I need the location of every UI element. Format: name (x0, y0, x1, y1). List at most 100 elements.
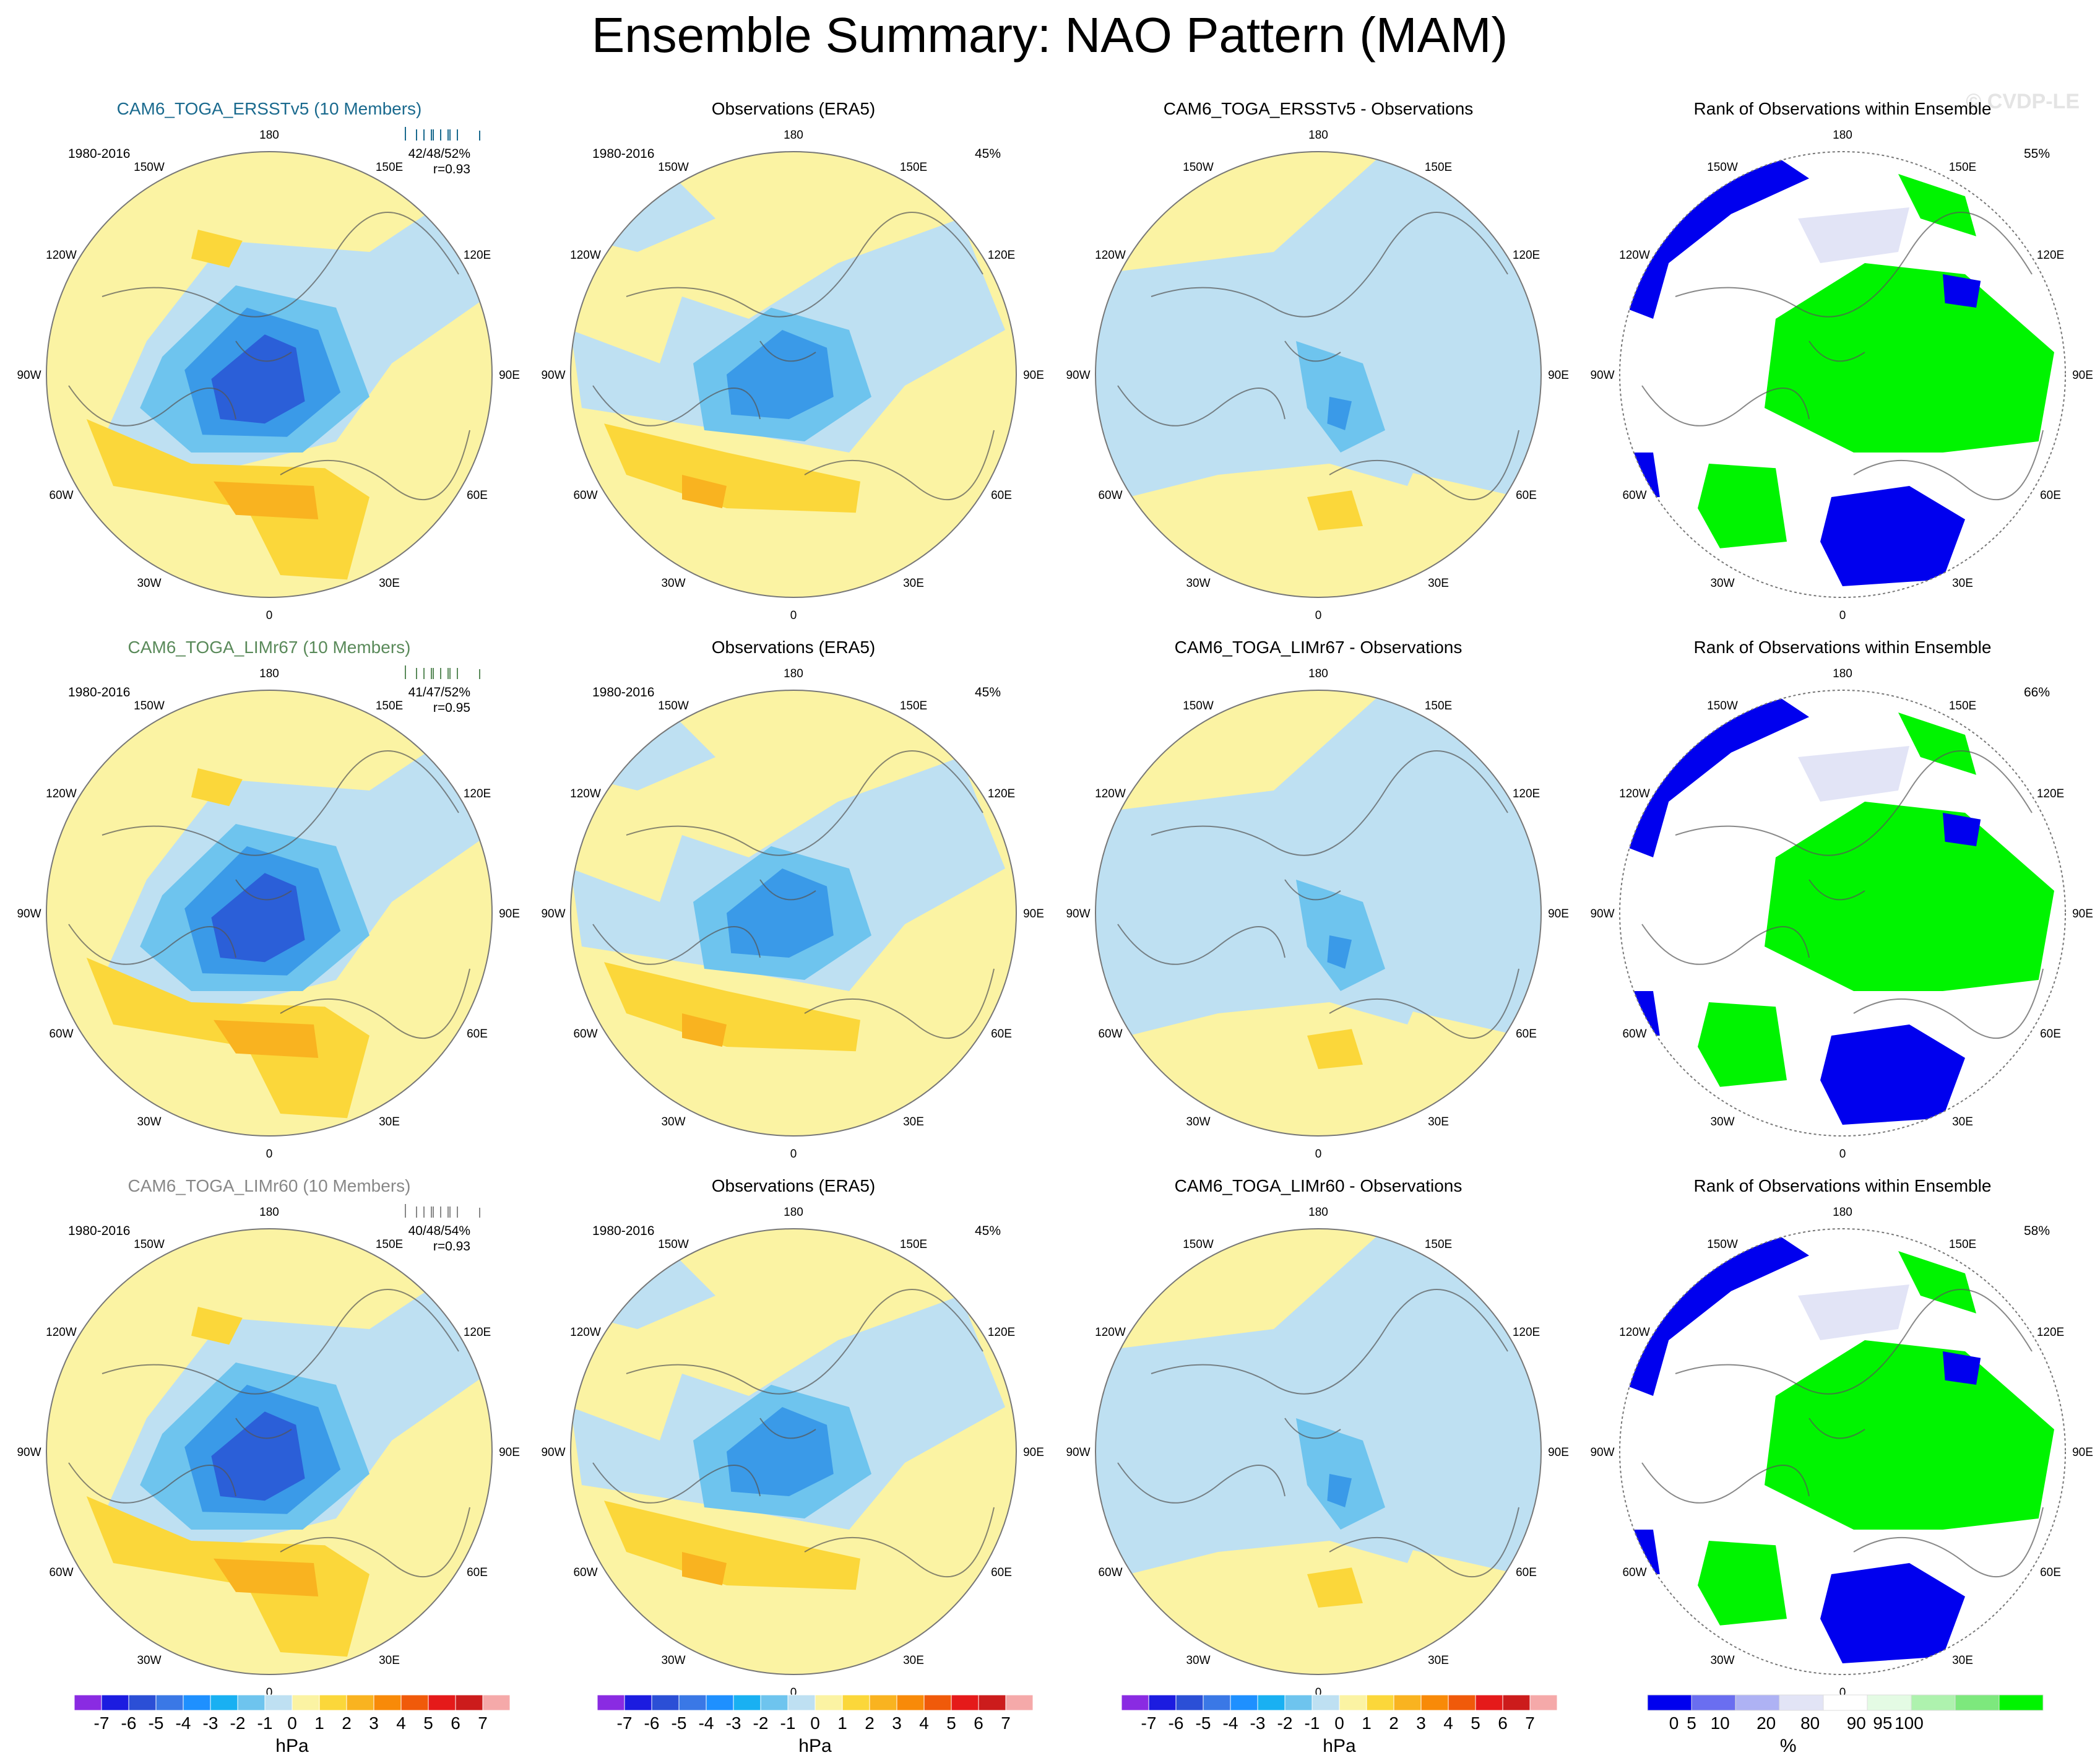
colorbar-swatch (1779, 1694, 1824, 1711)
longitude-label: 90W (1590, 369, 1614, 382)
coastline-greenland (1808, 1418, 1865, 1439)
colorbar-swatch (1529, 1694, 1558, 1711)
map-outline (46, 690, 493, 1137)
longitude-label: 90W (541, 369, 565, 382)
longitude-label: 90E (2072, 1446, 2093, 1459)
colorbar-swatch (1502, 1694, 1531, 1711)
coastlines (1641, 1289, 2044, 1578)
panel-title: CAM6_TOGA_ERSSTv5 - Observations (1164, 99, 1474, 118)
anomaly-contour-2 (1798, 207, 1909, 263)
colorbar-tick-label: 2 (342, 1713, 352, 1733)
rank-colorbar: 0 5 10 20 80 90 95 100% (1647, 1694, 2044, 1756)
longitude-label: 60E (467, 489, 488, 502)
coastline-north (1151, 212, 1508, 318)
colorbar-tick-label: -5 (1196, 1713, 1211, 1733)
colorbar-swatch (760, 1694, 789, 1711)
longitude-label: 120E (1513, 249, 1540, 262)
map-panel-diff-row3: 180 150E 120E 90E 60E 30E 0 30W 60W 90W 120W 150W CA… (1066, 1176, 1568, 1699)
anomaly-contour-6 (682, 1552, 727, 1585)
colorbar-swatch (1121, 1694, 1149, 1711)
longitude-label: 120E (2037, 787, 2064, 800)
longitude-label: 180 (259, 1206, 279, 1219)
anomaly-contour-3 (1327, 935, 1352, 969)
colorbar-tick-label: 4 (396, 1713, 406, 1733)
coastlines (1117, 1289, 1519, 1578)
longitude-label: 0 (790, 1686, 797, 1699)
coastlines (592, 750, 995, 1039)
anomaly-contour-2 (1798, 746, 1909, 802)
anomaly-contour-5 (604, 962, 860, 1052)
colorbar-tick-label: 80 (1800, 1713, 1820, 1733)
colorbar-swatch (1420, 1694, 1449, 1711)
map-outline (1095, 1228, 1542, 1675)
longitude-label: 90W (1590, 907, 1614, 920)
longitude-label: 30W (1710, 1115, 1734, 1128)
colorbar-tick-label: 3 (1416, 1713, 1426, 1733)
longitude-label: 180 (1308, 129, 1328, 142)
colorbar-tick-label: 6 (1498, 1713, 1508, 1733)
pct-explained-range: 42/48/52% (408, 147, 470, 161)
longitude-label: 150W (658, 700, 689, 713)
coastlines (68, 750, 470, 1039)
anomaly-contour-6 (1820, 1563, 1965, 1663)
colorbar-swatch (292, 1694, 320, 1711)
longitude-label: 0 (266, 1148, 273, 1161)
colorbar-tick-label: 0 (287, 1713, 297, 1733)
coastline-eurasia (1853, 430, 2044, 501)
anomaly-contour-3 (1765, 263, 2054, 453)
anomaly-contour-6 (214, 481, 319, 519)
longitude-label: 0 (790, 609, 797, 622)
longitude-label: 120W (1619, 249, 1650, 262)
colorbar-tick-label: 0 (810, 1713, 820, 1733)
panel-title: CAM6_TOGA_LIMr67 (10 Members) (128, 638, 411, 657)
colorbar-tick-label: -5 (672, 1713, 687, 1733)
colorbar-tick-label: 5 (1471, 1713, 1480, 1733)
colorbar-tick-label: -4 (176, 1713, 191, 1733)
longitude-label: 180 (784, 129, 803, 142)
anomaly-contour-2 (593, 1251, 715, 1329)
coastline-americas (592, 385, 761, 427)
coastline-north (1151, 750, 1508, 856)
longitude-label: 60E (2040, 489, 2061, 502)
longitude-label: 120E (988, 1326, 1015, 1339)
colorbar-swatch (1005, 1694, 1034, 1711)
longitude-label: 0 (1315, 1686, 1322, 1699)
colorbar-tick-label: 95 (1873, 1713, 1892, 1733)
anomaly-field (1624, 156, 2054, 586)
longitude-label: 150E (1425, 161, 1452, 174)
map-panel-rank-row1: 180 150E 120E 90E 60E 30E 0 30W 60W 90W 120W 150W Ra… (1590, 99, 2093, 622)
longitude-label: 90W (1066, 907, 1090, 920)
map-panel-obs-row2: 180 150E 120E 90E 60E 30E 0 30W 60W 90W 120W 150W Ob… (541, 638, 1044, 1161)
colorbar-swatch (651, 1694, 680, 1711)
longitude-label: 180 (1308, 1206, 1328, 1219)
colorbar-tick-label: -3 (726, 1713, 741, 1733)
colorbar-tick-label: 5 (423, 1713, 433, 1733)
longitude-label: 120W (1095, 787, 1126, 800)
longitude-label: 30E (903, 577, 924, 590)
anomaly-contour-2 (1296, 1418, 1385, 1530)
longitude-label: 30W (137, 1654, 161, 1667)
coastline-greenland (235, 340, 292, 362)
colorbar-swatch (842, 1694, 870, 1711)
coastline-north (102, 750, 459, 856)
coastline-eurasia (804, 430, 995, 501)
anomaly-contour-3 (1327, 397, 1352, 430)
anomaly-contour-2 (593, 174, 715, 252)
longitude-label: 180 (259, 129, 279, 142)
anomaly-contour-5 (1698, 1002, 1787, 1087)
anomaly-field (68, 185, 488, 580)
longitude-label: 90E (2072, 369, 2093, 382)
panel-title: Rank of Observations within Ensemble (1694, 1176, 1992, 1195)
coastline-north (102, 212, 459, 318)
colorbar-swatch (1475, 1694, 1503, 1711)
anomaly-contour-4 (211, 334, 305, 424)
colorbar-swatch (1175, 1694, 1204, 1711)
anomaly-field (571, 1251, 1005, 1590)
coastline-americas (1641, 924, 1810, 965)
longitude-label: 60E (991, 1566, 1012, 1579)
coastline-north (1151, 1289, 1508, 1395)
longitude-label: 120E (464, 1326, 491, 1339)
colorbar-swatch (155, 1694, 184, 1711)
period-label: 1980-2016 (592, 1224, 654, 1238)
colorbar-swatch (624, 1694, 652, 1711)
